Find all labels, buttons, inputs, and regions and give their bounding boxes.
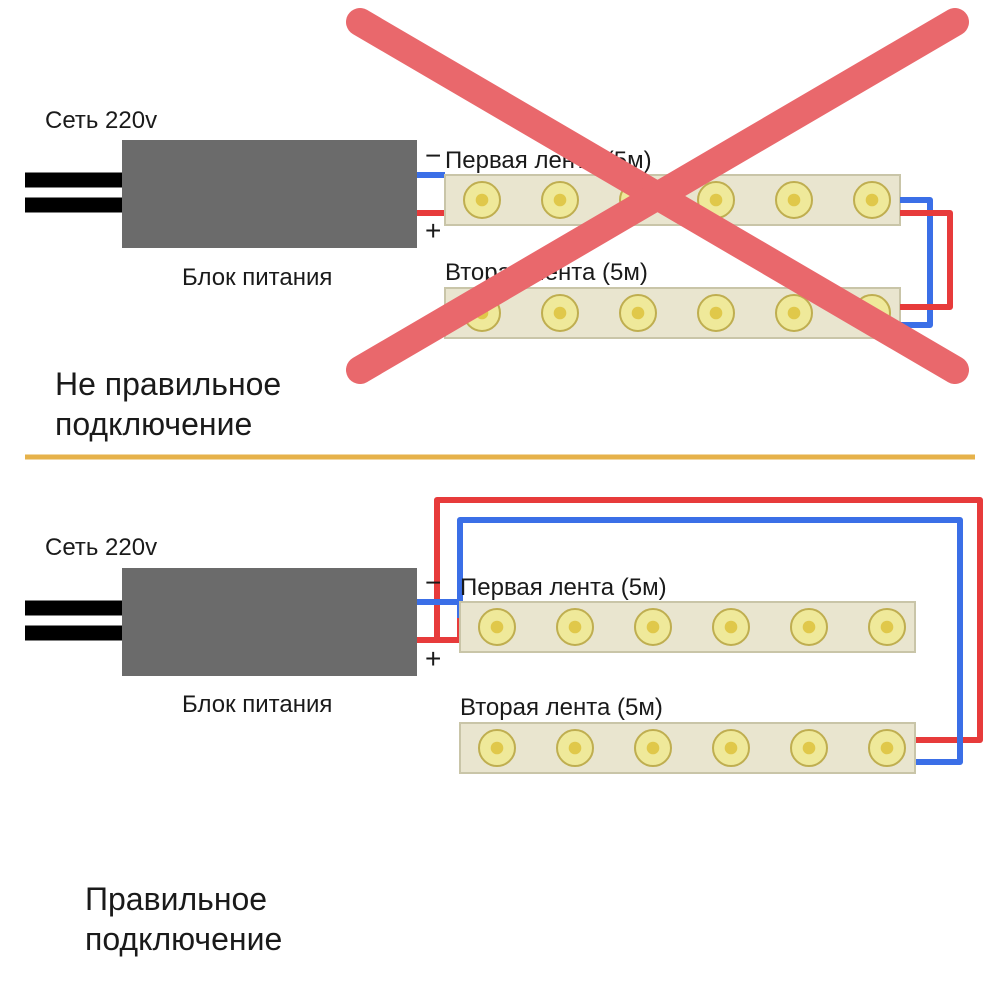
psu-block [122,140,417,248]
mains-label: Сеть 220v [45,534,157,561]
psu-block [122,568,417,676]
diagram-canvas: Сеть 220v Блок питания − + Первая лента (5м)… [0,0,1000,1000]
plus-sign: + [425,643,441,674]
strip1-label: Первая лента (5м) [460,574,667,601]
led-strip-1 [460,602,915,652]
plus-sign: + [425,215,441,246]
psu-label: Блок питания [182,691,332,718]
mains-label: Сеть 220v [45,107,157,134]
minus-sign: − [425,567,441,598]
led-strip-2 [460,723,915,773]
psu-label: Блок питания [182,264,332,291]
minus-sign: − [425,140,441,171]
strip2-label: Вторая лента (5м) [460,694,663,721]
